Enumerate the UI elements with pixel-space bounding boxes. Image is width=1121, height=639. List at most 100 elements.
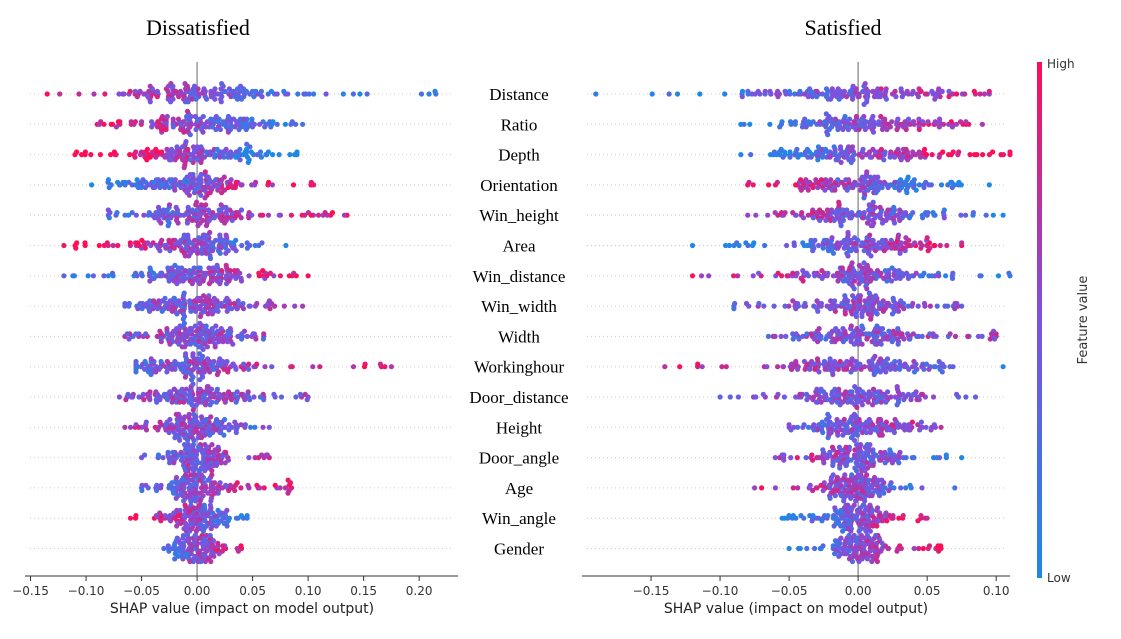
shap-point [918,419,925,425]
shap-point [229,306,235,312]
shap-point [109,270,116,276]
shap-point [235,548,241,554]
shap-point [935,543,941,549]
shap-point [350,364,357,370]
shap-point [880,298,886,304]
shap-point [950,270,956,276]
shap-point [949,124,956,130]
shap-point [800,215,807,221]
shap-point [214,146,220,152]
shap-point [859,215,866,221]
shap-point [260,424,266,430]
shap-point [295,91,301,97]
shap-point [254,361,260,367]
shap-point [225,184,231,191]
shap-point [257,394,263,400]
shap-point [880,518,886,524]
shap-point [831,366,837,372]
shap-point [144,391,150,397]
shap-point [133,212,139,218]
shap-point [789,361,795,367]
shap-point [824,397,830,403]
shap-point [197,281,203,287]
shap-point [786,513,792,519]
shap-point [282,121,288,127]
shap-point [838,223,844,229]
shap-point [214,416,220,423]
shap-point [952,306,958,312]
shap-point [876,119,882,125]
shap-point [114,210,120,216]
shap-point [203,323,209,329]
shap-point [172,358,178,365]
shap-point [302,212,308,218]
shap-point [267,306,273,312]
shap-point [979,333,985,339]
shap-point [252,242,258,249]
shap-point [238,96,245,102]
shap-point [211,462,217,468]
shap-point [911,177,917,183]
shap-point [831,513,837,519]
shap-point [137,88,143,94]
shap-point [884,518,890,524]
shap-point [308,179,314,185]
shap-point [192,532,198,539]
shap-point [836,444,843,450]
shap-point [929,152,935,158]
shap-point [135,184,141,191]
shap-point [854,432,861,438]
shap-point [274,91,280,97]
shap-point [217,429,223,436]
shap-point [890,328,897,334]
shap-point [219,485,226,491]
shap-point [186,411,192,417]
shap-point [182,253,188,259]
shap-point [187,389,193,395]
shap-point [134,94,140,100]
shap-point [806,149,813,155]
shap-point [225,328,231,334]
shap-point [889,339,895,345]
shap-point [845,177,852,183]
shap-point [666,91,672,97]
shap-point [878,399,884,405]
shap-point [922,146,928,152]
shap-point [181,399,187,405]
shap-point [843,389,849,395]
shap-point [201,480,207,486]
shap-point [181,320,187,326]
shap-point [925,248,931,254]
shap-point [293,394,299,400]
shap-point [195,295,201,301]
shap-point [837,358,843,365]
shap-point [173,474,180,481]
shap-point [879,220,886,226]
shap-point [867,502,873,508]
shap-point [923,361,930,367]
shap-point [934,303,940,309]
shap-point [89,182,95,188]
shap-point [214,371,220,378]
shap-point [786,303,792,309]
shap-point [132,154,138,160]
shap-point [825,513,831,519]
shap-point [154,306,160,312]
shap-point [832,187,838,193]
shap-point [831,144,837,150]
shap-point [917,273,923,279]
shap-point [795,485,801,491]
shap-point [215,540,221,546]
shap-point [885,300,891,307]
shap-point [889,460,896,466]
shap-point [901,422,908,428]
shap-point [207,432,213,438]
shap-point [921,270,927,276]
shap-point [364,91,370,97]
shap-point [921,300,928,307]
shap-point [167,248,173,254]
shap-point [137,300,143,307]
shap-point [917,154,924,160]
shap-point [213,237,219,243]
shap-point [266,179,272,185]
